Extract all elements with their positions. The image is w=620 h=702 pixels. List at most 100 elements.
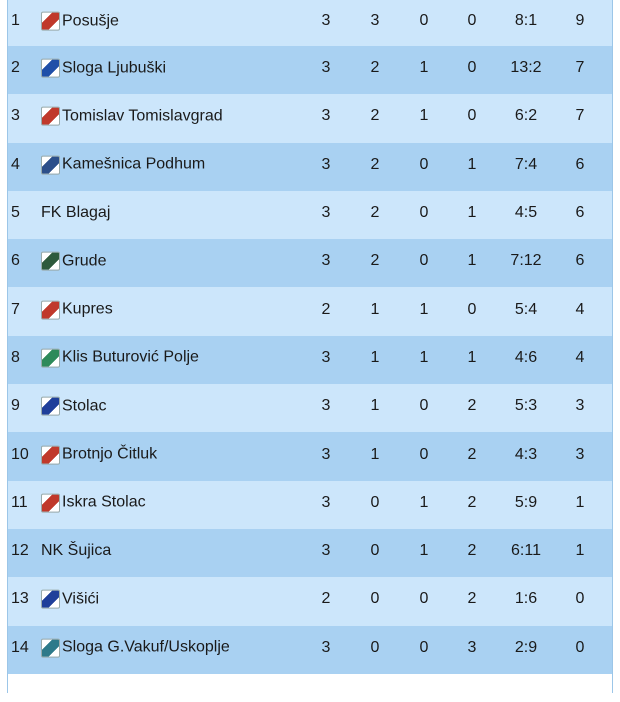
team-name: Brotnjo Čitluk <box>62 445 158 463</box>
position-cell: 12 <box>11 542 29 560</box>
won-cell: 1 <box>370 397 380 415</box>
position-cell: 10 <box>11 445 29 463</box>
lost-cell: 0 <box>467 59 477 77</box>
tomislav-crest-icon <box>41 107 60 127</box>
lost-cell: 2 <box>467 590 477 608</box>
position-cell: 13 <box>11 590 29 608</box>
standings-table: 1 Posušje 3 3 0 0 8:1 9 2 Sloga Ljubuški 3 2 1 0 13:2 7… <box>7 0 613 693</box>
table-row: 7 Kupres 2 1 1 0 5:4 4 <box>8 287 612 336</box>
team-name: Višići <box>62 590 100 608</box>
team-name: Kamešnica Podhum <box>62 155 206 173</box>
position-cell: 3 <box>11 107 20 125</box>
won-cell: 2 <box>370 204 380 222</box>
drawn-cell: 0 <box>419 252 429 270</box>
team-cell: Tomislav Tomislavgrad <box>41 107 223 127</box>
points-cell: 0 <box>575 590 585 608</box>
team-cell: NK Šujica <box>41 542 111 560</box>
drawn-cell: 1 <box>419 542 429 560</box>
won-cell: 0 <box>370 590 380 608</box>
position-cell: 14 <box>11 638 29 656</box>
played-cell: 3 <box>321 204 331 222</box>
goals-cell: 4:5 <box>514 204 538 222</box>
team-name: Posušje <box>62 12 119 30</box>
iskra-crest-icon <box>41 493 60 513</box>
team-cell: Brotnjo Čitluk <box>41 445 158 465</box>
sloga-gv-crest-icon <box>41 638 60 658</box>
played-cell: 3 <box>321 445 331 463</box>
goals-cell: 7:12 <box>510 252 542 270</box>
goals-cell: 4:3 <box>514 445 538 463</box>
team-cell: Višići <box>41 590 100 610</box>
points-cell: 6 <box>575 204 585 222</box>
played-cell: 3 <box>321 107 331 125</box>
won-cell: 0 <box>370 542 380 560</box>
lost-cell: 2 <box>467 397 477 415</box>
goals-cell: 2:9 <box>514 638 538 656</box>
points-cell: 6 <box>575 252 585 270</box>
position-cell: 7 <box>11 300 20 318</box>
table-row: 8 Klis Buturović Polje 3 1 1 1 4:6 4 <box>8 335 612 385</box>
won-cell: 1 <box>370 445 380 463</box>
points-cell: 0 <box>575 638 585 656</box>
table-row: 6 Grude 3 2 0 1 7:12 6 <box>8 239 612 288</box>
table-row: 1 Posušje 3 3 0 0 8:1 9 <box>8 0 612 46</box>
position-cell: 5 <box>11 204 20 222</box>
grude-crest-icon <box>41 251 60 271</box>
played-cell: 3 <box>321 155 331 173</box>
points-cell: 1 <box>575 542 585 560</box>
lost-cell: 2 <box>467 542 477 560</box>
won-cell: 0 <box>370 638 380 656</box>
drawn-cell: 1 <box>419 59 429 77</box>
team-name: Klis Buturović Polje <box>62 349 199 367</box>
goals-cell: 5:3 <box>514 397 538 415</box>
played-cell: 3 <box>321 542 331 560</box>
played-cell: 3 <box>321 494 331 512</box>
lost-cell: 2 <box>467 445 477 463</box>
position-cell: 4 <box>11 155 20 173</box>
table-row: 10 Brotnjo Čitluk 3 1 0 2 4:3 3 <box>8 432 612 481</box>
points-cell: 3 <box>575 397 585 415</box>
points-cell: 7 <box>575 59 585 77</box>
played-cell: 3 <box>321 397 331 415</box>
points-cell: 6 <box>575 155 585 173</box>
visici-crest-icon <box>41 590 60 610</box>
points-cell: 4 <box>575 349 585 367</box>
position-cell: 6 <box>11 252 20 270</box>
drawn-cell: 0 <box>419 397 429 415</box>
team-name: Sloga Ljubuški <box>62 59 167 77</box>
drawn-cell: 0 <box>419 155 429 173</box>
team-name: Stolac <box>62 397 107 415</box>
position-cell: 9 <box>11 397 20 415</box>
team-name: Grude <box>62 252 107 270</box>
team-cell: Kamešnica Podhum <box>41 155 206 175</box>
played-cell: 3 <box>321 12 331 30</box>
goals-cell: 5:9 <box>514 494 538 512</box>
drawn-cell: 0 <box>419 12 429 30</box>
won-cell: 2 <box>370 252 380 270</box>
team-cell: Kupres <box>41 300 113 320</box>
won-cell: 1 <box>370 300 380 318</box>
won-cell: 2 <box>370 59 380 77</box>
played-cell: 3 <box>321 252 331 270</box>
lost-cell: 1 <box>467 204 477 222</box>
team-cell: Grude <box>41 251 107 271</box>
won-cell: 1 <box>370 349 380 367</box>
lost-cell: 0 <box>467 12 477 30</box>
kamesnica-crest-icon <box>41 155 60 175</box>
goals-cell: 13:2 <box>510 59 542 77</box>
team-cell: Stolac <box>41 396 107 416</box>
team-name: Iskra Stolac <box>62 493 146 511</box>
drawn-cell: 0 <box>419 204 429 222</box>
table-row: 14 Sloga G.Vakuf/Uskoplje 3 0 0 3 2:9 0 <box>8 625 612 674</box>
team-name: Kupres <box>62 300 113 318</box>
won-cell: 0 <box>370 494 380 512</box>
played-cell: 3 <box>321 638 331 656</box>
team-cell: Klis Buturović Polje <box>41 348 199 368</box>
points-cell: 4 <box>575 300 585 318</box>
table-row: 2 Sloga Ljubuški 3 2 1 0 13:2 7 <box>8 46 612 95</box>
team-cell: Sloga Ljubuški <box>41 58 167 78</box>
lost-cell: 1 <box>467 252 477 270</box>
played-cell: 3 <box>321 349 331 367</box>
lost-cell: 0 <box>467 107 477 125</box>
played-cell: 2 <box>321 590 331 608</box>
